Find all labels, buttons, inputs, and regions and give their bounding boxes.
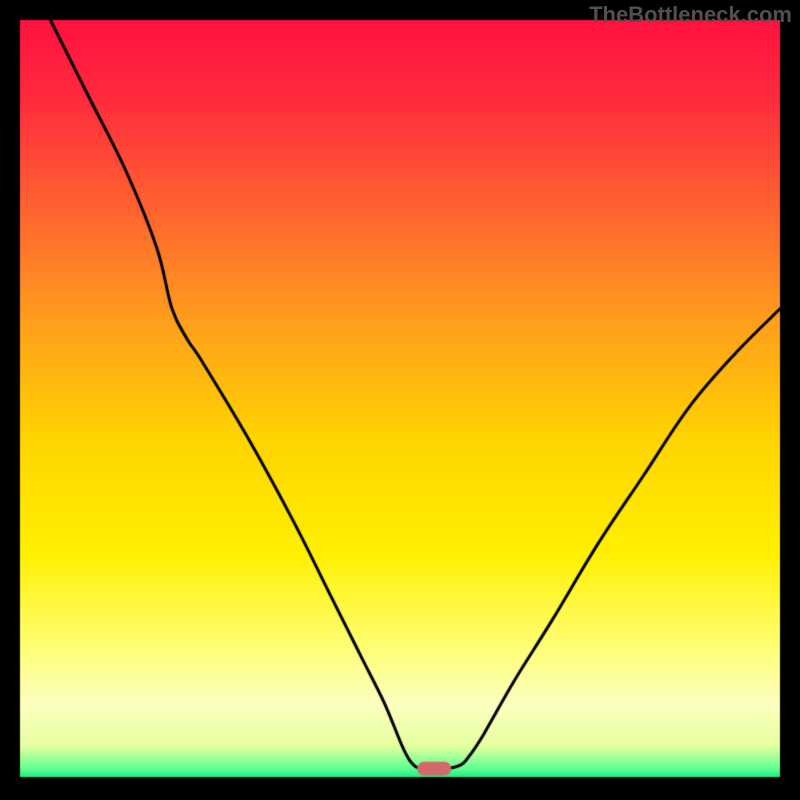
chart-stage: TheBottleneck.com: [0, 0, 800, 800]
watermark-label: TheBottleneck.com: [589, 2, 792, 28]
bottleneck-chart-canvas: [0, 0, 800, 800]
